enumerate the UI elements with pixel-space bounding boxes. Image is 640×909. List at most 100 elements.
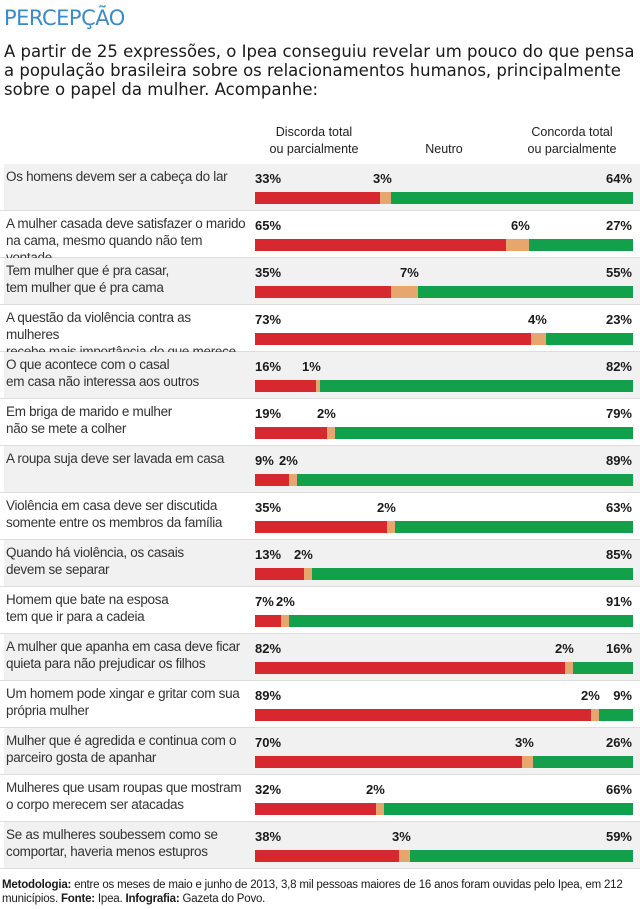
intro-text: A partir de 25 expressões, o Ipea conseg… (4, 42, 635, 99)
survey-chart: Os homens devem ser a cabeça do lar 33% 3%… (0, 164, 640, 869)
statement-line: devem se separar (6, 562, 110, 577)
bar-segment-neutral (380, 192, 391, 204)
neutral-percent-label: 2% (276, 594, 295, 609)
statement-line: Em briga de marido e mulher (6, 404, 172, 419)
bar-segment-agree (297, 474, 633, 486)
neutral-percent-label: 2% (581, 688, 600, 703)
neutral-percent-label: 3% (373, 171, 392, 186)
bar-segment-disagree (255, 568, 304, 580)
neutral-percent-label: 2% (555, 641, 574, 656)
statement-text: Quando há violência, os casais devem se s… (6, 544, 246, 578)
bar-segment-agree (384, 803, 633, 815)
stacked-bar (255, 709, 633, 721)
disagree-percent-label: 89% (255, 688, 282, 703)
methodology-label: Metodologia: (2, 879, 72, 891)
statement-line: O que acontece com o casal (6, 357, 170, 372)
agree-percent-label: 82% (605, 359, 632, 374)
neutral-percent-label: 1% (302, 359, 321, 374)
statement-row: Mulher que é agredida e continua com o pa… (0, 728, 640, 775)
bar-segment-agree (395, 521, 633, 533)
statement-text: A mulher que apanha em casa deve ficar qu… (6, 638, 246, 672)
bar-segment-disagree (255, 474, 289, 486)
statement-text: Um homem pode xingar e gritar com sua pró… (6, 685, 246, 719)
statement-line: parceiro gosta de apanhar (6, 750, 157, 765)
agree-percent-label: 59% (605, 829, 632, 844)
agree-percent-label: 26% (605, 735, 632, 750)
stacked-bar (255, 286, 633, 298)
stacked-bar (255, 756, 633, 768)
statement-text: Se as mulheres soubessem como se comporta… (6, 826, 246, 860)
bar-segment-neutral (591, 709, 599, 721)
agree-percent-label: 89% (605, 453, 632, 468)
agree-percent-label: 55% (605, 265, 632, 280)
disagree-percent-label: 7% (255, 594, 274, 609)
bar-segment-neutral (391, 286, 418, 298)
disagree-percent-label: 33% (255, 171, 282, 186)
disagree-percent-label: 19% (255, 406, 282, 421)
stacked-bar (255, 662, 633, 674)
disagree-percent-label: 70% (255, 735, 282, 750)
footer-credits: Metodologia: entre os meses de maio e ju… (2, 878, 638, 906)
bar-segment-disagree (255, 192, 380, 204)
bar-segment-neutral (522, 756, 533, 768)
neutral-percent-label: 3% (392, 829, 411, 844)
agree-percent-label: 9% (613, 688, 632, 703)
statement-line: não se mete a colher (6, 421, 127, 436)
statement-row: A questão da violência contra as mulhere… (0, 305, 640, 359)
statement-line: tem que ir para a cadeia (6, 609, 145, 624)
bar-segment-disagree (255, 333, 531, 345)
bar-segment-disagree (255, 615, 281, 627)
bar-segment-disagree (255, 756, 522, 768)
statement-row: Se as mulheres soubessem como se comporta… (0, 822, 640, 869)
statement-text: Mulheres que usam roupas que mostram o co… (6, 779, 246, 813)
disagree-percent-label: 35% (255, 500, 282, 515)
statement-line: Quando há violência, os casais (6, 545, 184, 560)
neutral-percent-label: 6% (511, 218, 530, 233)
statement-row: A roupa suja deve ser lavada em casa 9% 2%… (0, 446, 640, 493)
disagree-percent-label: 82% (255, 641, 282, 656)
bar-segment-disagree (255, 380, 316, 392)
statement-line: Um homem pode xingar e gritar com sua (6, 686, 240, 701)
statement-text: Homem que bate na esposa tem que ir para … (6, 591, 246, 625)
column-header-neutral: Neutro (425, 142, 463, 156)
statement-text: Tem mulher que é pra casar, tem mulher qu… (6, 262, 246, 296)
statement-line: A mulher casada deve satisfazer o marido (6, 216, 246, 231)
disagree-percent-label: 16% (255, 359, 282, 374)
infographic-text: Gazeta do Povo. (182, 893, 266, 905)
stacked-bar (255, 239, 633, 251)
statement-row: Homem que bate na esposa tem que ir para … (0, 587, 640, 634)
disagree-percent-label: 73% (255, 312, 282, 327)
bar-segment-neutral (281, 615, 289, 627)
statement-row: Mulheres que usam roupas que mostram o co… (0, 775, 640, 822)
bar-segment-agree (529, 239, 633, 251)
statement-row: O que acontece com o casal em casa não in… (0, 352, 640, 399)
bar-segment-agree (410, 850, 633, 862)
statement-line: Mulher que é agredida e continua com o (6, 733, 237, 748)
bar-segment-neutral (327, 427, 335, 439)
bar-segment-disagree (255, 521, 387, 533)
statement-line: A questão da violência contra as mulhere… (6, 310, 191, 342)
statement-row: Quando há violência, os casais devem se s… (0, 540, 640, 587)
agree-percent-label: 66% (605, 782, 632, 797)
statement-text: Mulher que é agredida e continua com o pa… (6, 732, 246, 766)
statement-line: em casa não interessa aos outros (6, 374, 200, 389)
column-header-agree-line1: Concorda total (531, 125, 613, 139)
statement-line: o corpo merecem ser atacadas (6, 797, 184, 812)
stacked-bar (255, 380, 633, 392)
bar-segment-disagree (255, 850, 399, 862)
neutral-percent-label: 2% (317, 406, 336, 421)
bar-segment-agree (320, 380, 633, 392)
bar-segment-disagree (255, 239, 506, 251)
disagree-percent-label: 65% (255, 218, 282, 233)
bar-segment-neutral (316, 380, 320, 392)
bar-segment-neutral (399, 850, 410, 862)
statement-line: Homem que bate na esposa (6, 592, 169, 607)
bar-segment-agree (599, 709, 633, 721)
bar-segment-disagree (255, 427, 327, 439)
statement-line: A roupa suja deve ser lavada em casa (6, 451, 225, 466)
statement-text: O que acontece com o casal em casa não in… (6, 356, 246, 390)
column-header-disagree-line1: Discorda total (275, 125, 353, 139)
source-text: Ipea. (97, 893, 123, 905)
infographic-label: Infografia: (125, 893, 180, 905)
statement-text: Os homens devem ser a cabeça do lar (6, 168, 246, 185)
